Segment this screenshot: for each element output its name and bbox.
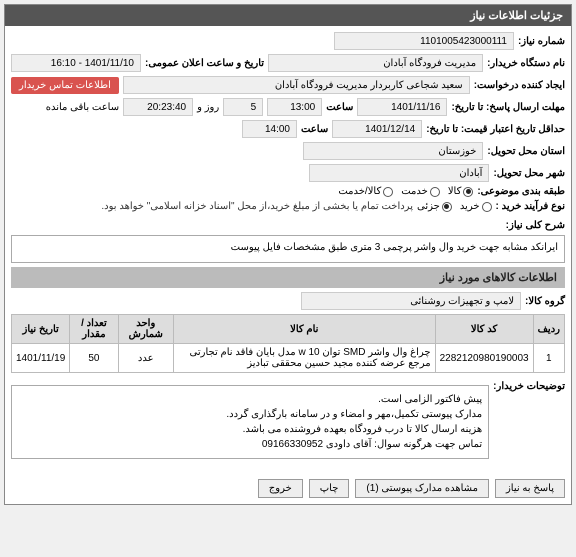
attachments-button[interactable]: مشاهده مدارک پیوستی (1) xyxy=(355,479,489,498)
process-label: نوع فرآیند خرید : xyxy=(496,201,565,212)
process-note: پرداخت تمام یا بخشی از مبلغ خرید،از محل … xyxy=(101,201,413,212)
buyer-notes-box: پیش فاکتور الزامی است. مدارک پیوستی تکمی… xyxy=(11,385,489,459)
items-section-title: اطلاعات کالاهای مورد نیاز xyxy=(11,267,565,288)
cell-idx: 1 xyxy=(533,344,564,373)
radio-khord[interactable]: خرید xyxy=(460,201,492,212)
panel-title: جزئیات اطلاعات نیاز xyxy=(5,5,571,26)
note-line: تماس جهت هرگونه سوال: آقای داودی 0916633… xyxy=(18,437,482,452)
deadline-date: 1401/11/16 xyxy=(357,98,447,116)
remain-label: ساعت باقی مانده xyxy=(46,102,119,113)
city-label: شهر محل تحویل: xyxy=(493,168,565,179)
col-name: نام کالا xyxy=(174,315,436,344)
need-no-label: شماره نیاز: xyxy=(518,36,565,47)
col-unit: واحد شمارش xyxy=(118,315,173,344)
buyer-notes-label: توضیحات خریدار: xyxy=(493,381,565,392)
col-code: کد کالا xyxy=(435,315,533,344)
form-area: شماره نیاز: 1101005423000111 نام دستگاه … xyxy=(5,26,571,473)
province-label: استان محل تحویل: xyxy=(487,146,565,157)
radio-khadamat[interactable]: خدمت xyxy=(401,186,440,197)
print-button[interactable]: چاپ xyxy=(309,479,350,498)
city-value: آبادان xyxy=(309,164,489,182)
table-header-row: ردیف کد کالا نام کالا واحد شمارش تعداد /… xyxy=(12,315,565,344)
group-value: لامپ و تجهیزات روشنائی xyxy=(301,292,521,310)
radio-jozee[interactable]: جزئی xyxy=(417,201,452,212)
note-line: پیش فاکتور الزامی است. xyxy=(18,392,482,407)
table-row: 1 2282120980190003 چراغ وال واشر SMD توا… xyxy=(12,344,565,373)
process-radio-group: خرید جزئی xyxy=(417,201,492,212)
exit-button[interactable]: خروج xyxy=(258,479,303,498)
requester-label: ایجاد کننده درخواست: xyxy=(474,80,565,91)
deadline-hour: 13:00 xyxy=(267,98,322,116)
radio-dot-icon xyxy=(463,187,473,197)
footer-buttons: پاسخ به نیاز مشاهده مدارک پیوستی (1) چاپ… xyxy=(5,473,571,504)
class-label: طبقه بندی موضوعی: xyxy=(477,186,565,197)
cell-name: چراغ وال واشر SMD توان w 10 مدل بایان فا… xyxy=(174,344,436,373)
radio-dot-icon xyxy=(430,187,440,197)
remain-days: 5 xyxy=(223,98,263,116)
radio-kala-khadamat[interactable]: کالا/خدمت xyxy=(338,186,393,197)
validity-hour: 14:00 xyxy=(242,120,297,138)
note-line: مدارک پیوستی تکمیل،مهر و امضاء و در ساما… xyxy=(18,407,482,422)
deadline-label: مهلت ارسال پاسخ: تا تاریخ: xyxy=(451,102,565,113)
validity-date: 1401/12/14 xyxy=(332,120,422,138)
radio-dot-icon xyxy=(383,187,393,197)
validity-hour-label: ساعت xyxy=(301,124,328,135)
cell-code: 2282120980190003 xyxy=(435,344,533,373)
deadline-hour-label: ساعت xyxy=(326,102,353,113)
reply-button[interactable]: پاسخ به نیاز xyxy=(495,479,565,498)
radio-dot-icon xyxy=(442,202,452,212)
radio-kala[interactable]: کالا xyxy=(448,186,474,197)
cell-qty: 50 xyxy=(70,344,118,373)
class-radio-group: کالا خدمت کالا/خدمت xyxy=(338,186,473,197)
col-qty: تعداد / مقدار xyxy=(70,315,118,344)
contact-buyer-button[interactable]: اطلاعات تماس خریدار xyxy=(11,77,119,94)
remain-days-label: روز و xyxy=(197,102,219,113)
cell-date: 1401/11/19 xyxy=(12,344,70,373)
col-idx: ردیف xyxy=(533,315,564,344)
requester-value: سعید شجاعی کاربردار مدیریت فرودگاه آبادا… xyxy=(123,76,470,94)
validity-label: حداقل تاریخ اعتبار قیمت: تا تاریخ: xyxy=(426,124,565,135)
details-panel: جزئیات اطلاعات نیاز شماره نیاز: 11010054… xyxy=(4,4,572,505)
need-desc-label: شرح کلی نیاز: xyxy=(506,220,565,231)
group-label: گروه کالا: xyxy=(525,296,565,307)
cell-unit: عدد xyxy=(118,344,173,373)
need-desc-text: ایرانکد مشابه جهت خرید وال واشر پرچمی 3 … xyxy=(11,235,565,263)
radio-dot-icon xyxy=(482,202,492,212)
announce-value: 1401/11/10 - 16:10 xyxy=(11,54,141,72)
buyer-org-label: نام دستگاه خریدار: xyxy=(487,58,565,69)
announce-label: تاریخ و ساعت اعلان عمومی: xyxy=(145,58,264,69)
buyer-org-value: مدیریت فرودگاه آبادان xyxy=(268,54,483,72)
note-line: هزینه ارسال کالا تا درب فرودگاه بعهده فر… xyxy=(18,422,482,437)
need-no-value: 1101005423000111 xyxy=(334,32,514,50)
col-date: تاریخ نیاز xyxy=(12,315,70,344)
remain-time: 20:23:40 xyxy=(123,98,193,116)
province-value: خوزستان xyxy=(303,142,483,160)
items-table: ردیف کد کالا نام کالا واحد شمارش تعداد /… xyxy=(11,314,565,373)
